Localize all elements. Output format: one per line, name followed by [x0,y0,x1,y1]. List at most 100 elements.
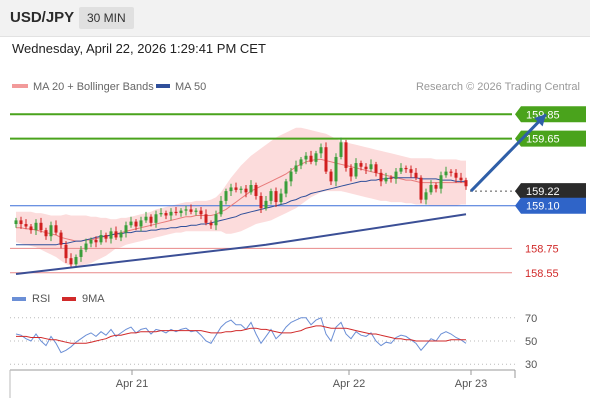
candle-body [204,214,208,223]
candle-body [414,172,418,178]
candle-body [344,142,348,168]
candle-body [14,220,18,225]
candle-body [284,181,288,194]
candle-body [154,214,158,223]
rsi-legend-label: RSI [32,293,50,305]
candle-body [449,171,453,173]
level-label-158.75: 158.75 [525,243,559,255]
candle-body [39,222,43,231]
candle-body [379,172,383,182]
candle-body [184,209,188,211]
candle-body [444,171,448,176]
candle-body [264,200,268,209]
candle-body [279,193,283,203]
ma20-legend-swatch [12,84,28,88]
level-label-159.65: 159.65 [526,134,560,146]
candle-body [299,159,303,166]
candle-body [409,169,413,173]
candle-body [89,239,93,244]
timeframe-button[interactable]: 30 MIN [79,7,134,29]
candle-body [359,163,363,167]
candle-body [59,232,63,245]
candle-body [159,213,163,215]
candle-body [99,235,103,243]
level-tag-159.22 [515,183,586,200]
x-axis: Apr 21 Apr 22 Apr 23 [9,369,516,398]
candle-body [139,220,143,227]
candle-body [464,180,468,187]
candle-body [304,155,308,160]
candle-body [254,185,258,196]
bollinger-band-area [16,127,466,266]
candle-body [44,230,48,237]
candle-body [214,214,218,226]
candle-body [229,187,233,192]
candle-body [309,155,313,162]
timestamp-label: Wednesday, April 22, 2026 1:29:41 PM CET [12,41,266,56]
candle-body [239,188,243,190]
candle-body [394,171,398,179]
x-tick-label: Apr 23 [455,378,487,390]
candle-body [274,191,278,203]
candle-body [459,177,463,181]
level-tag-159.65 [515,130,586,147]
candle-body [269,191,273,201]
level-label-158.55: 158.55 [525,268,559,280]
candle-body [74,256,78,265]
candle-body [439,175,443,189]
candle-body [49,225,53,237]
research-credit: Research © 2026 Trading Central [416,81,580,93]
candle-body [424,192,428,200]
candle-body [429,185,433,193]
level-tag-159.85 [515,106,586,123]
candle-body [29,226,33,231]
candle-body [389,177,393,179]
rsi-line [15,317,467,354]
candle-body [249,185,253,193]
level-label-159.10: 159.10 [526,201,560,213]
candle-body [209,222,213,226]
candle-body [434,185,438,189]
ma50-legend-label: MA 50 [175,81,206,93]
level-tag-159.10 [515,197,586,214]
candle-body [329,171,333,182]
rsi-tick-label: 70 [525,313,537,325]
candle-body [189,209,193,212]
candle-body [94,239,98,243]
candle-body [54,225,58,233]
candle-body [404,167,408,170]
candle-body [364,166,368,170]
candle-body [294,165,298,172]
candle-body [164,213,168,216]
candle-body [349,167,353,177]
forecast-arrow-head [534,114,546,127]
candle-body [384,177,388,182]
candle-body [114,231,118,238]
symbol-label: USD/JPY [10,9,75,26]
candle-body [454,172,458,178]
rsi-tick-label: 50 [525,336,537,348]
candle-body [234,187,238,190]
x-tick-label: Apr 22 [333,378,365,390]
candle-body [104,235,108,239]
candle-body [124,225,128,233]
candle-body [219,200,223,215]
candle-body [179,210,183,214]
candle-body [134,221,138,227]
candle-body [19,220,23,225]
rsi-legend-swatch [12,297,26,301]
candle-body [84,243,88,250]
candle-body [194,210,198,212]
rsi-chart: 30 50 70 [10,313,537,371]
candle-body [169,211,173,216]
level-label-159.22: 159.22 [526,186,560,198]
candle-body [334,156,338,182]
rsi-ma-legend-swatch [62,297,76,301]
candle-body [149,216,153,223]
candle-body [369,164,373,170]
candle-body [224,191,228,201]
candle-body [24,224,28,227]
candle-body [174,211,178,214]
candle-body [144,216,148,221]
